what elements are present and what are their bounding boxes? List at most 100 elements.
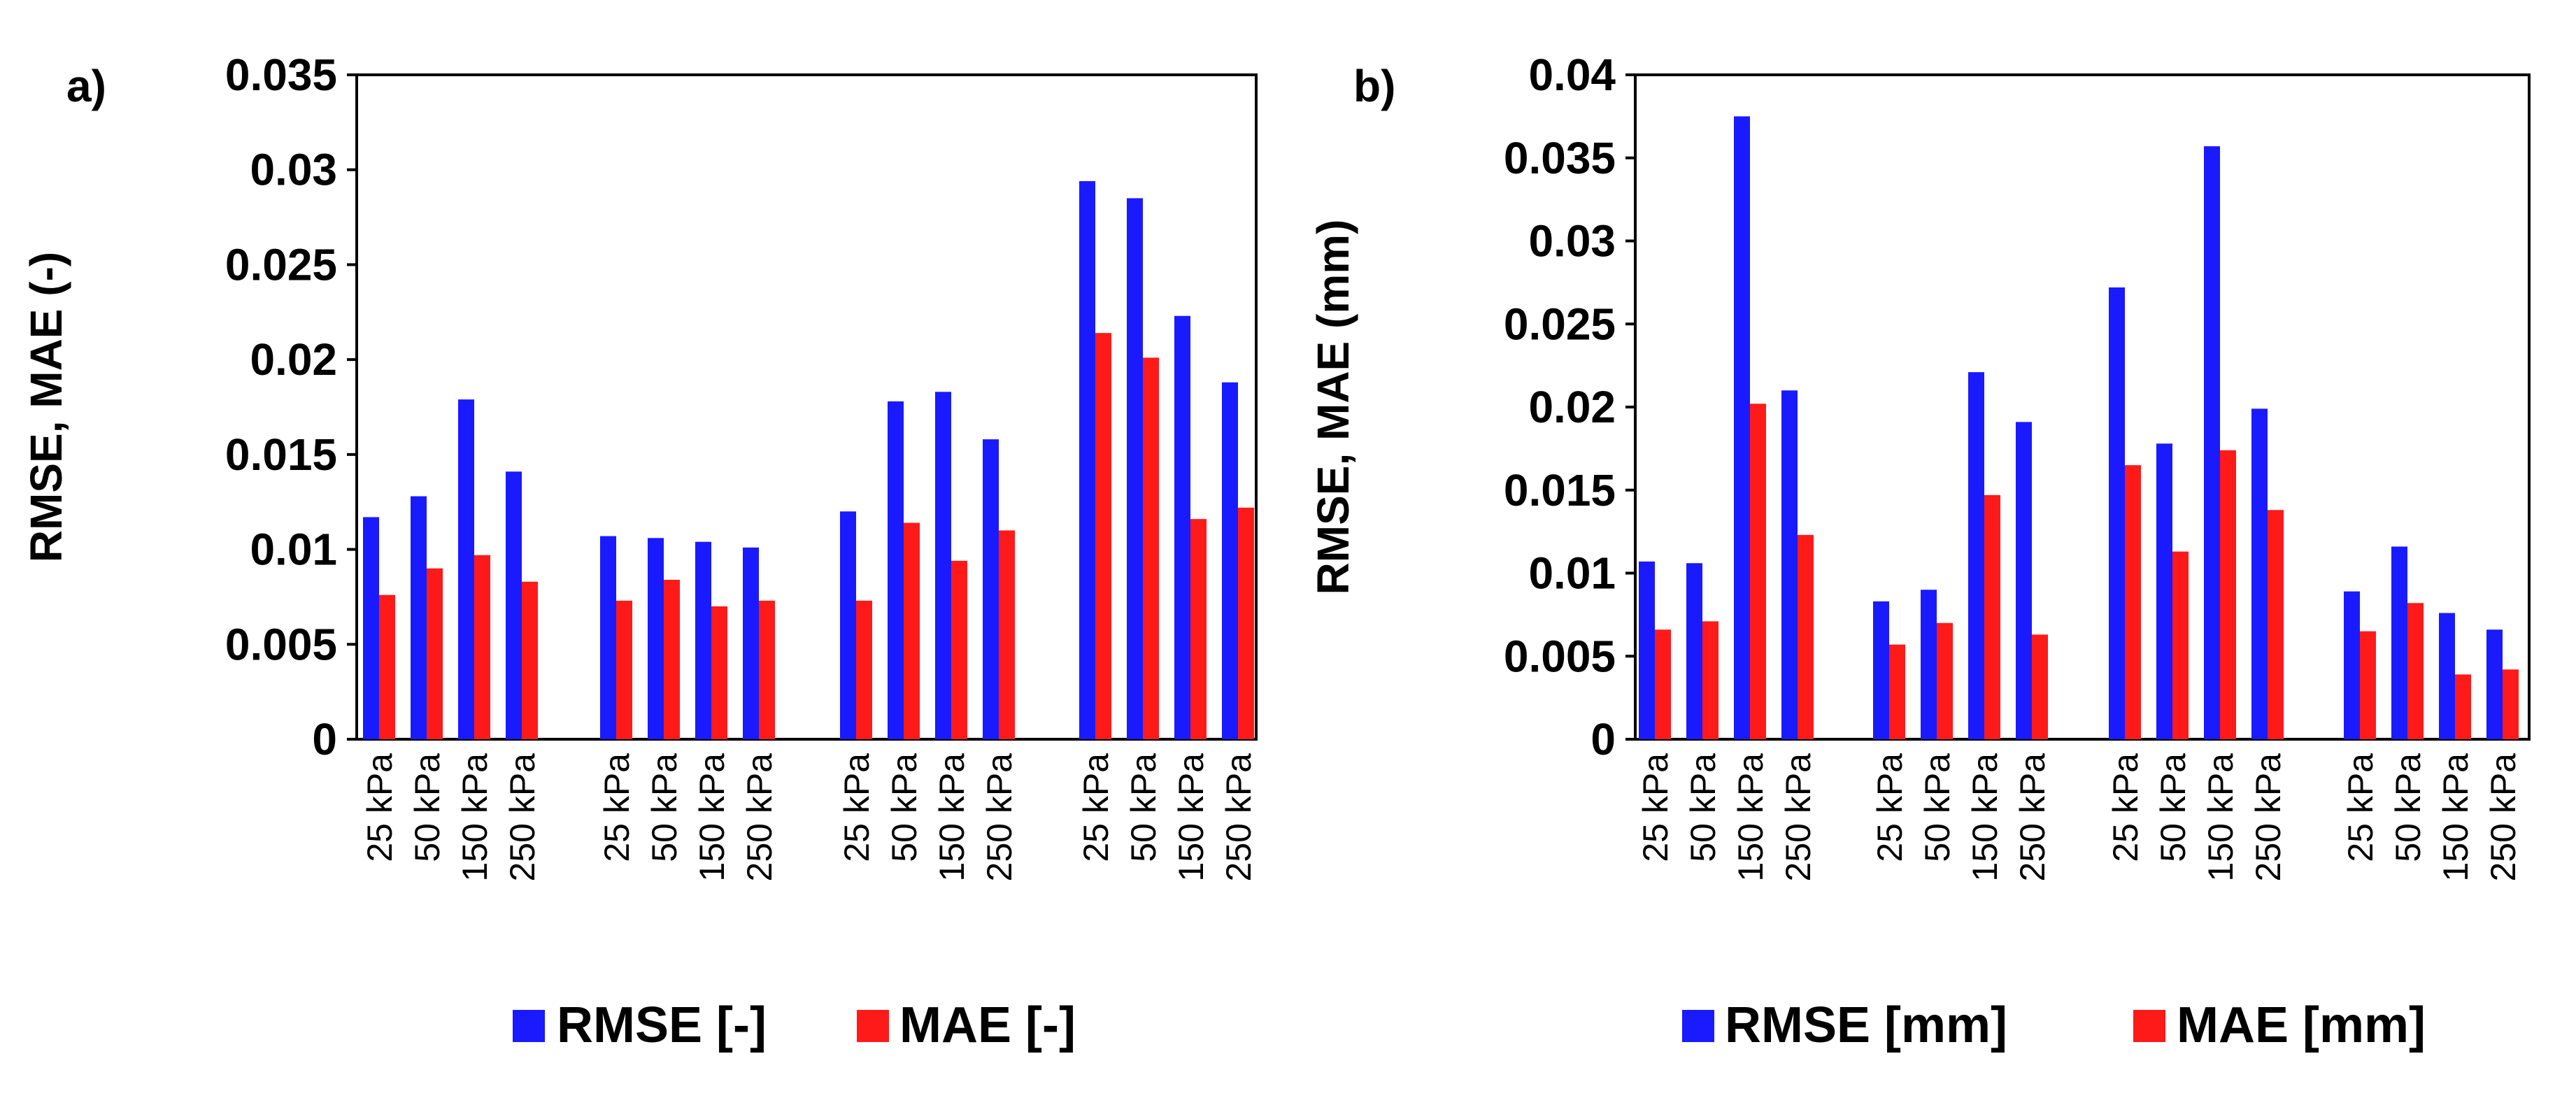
rmse-bar xyxy=(1222,382,1238,739)
rmse-bar xyxy=(2204,146,2220,739)
y-tick-label: 0.01 xyxy=(250,525,337,575)
x-category-label: 250 kPa xyxy=(980,753,1019,882)
mae-bar xyxy=(711,606,727,739)
mae-bar xyxy=(2268,510,2284,739)
mae-bar xyxy=(474,555,490,739)
mae-bar xyxy=(1655,629,1671,739)
rmse-bar xyxy=(2439,613,2455,739)
y-tick-label: 0.02 xyxy=(250,334,337,385)
rmse-bar xyxy=(2344,591,2360,739)
chart-panel-a: 0 0.005 0.01 0.015 0.02 0.025 0.03 0.035 RMSE, M… xyxy=(21,50,1258,1053)
x-category-label: 50 kPa xyxy=(408,753,447,862)
rmse-bar xyxy=(1174,315,1190,739)
mae-bar xyxy=(1984,494,2000,739)
mae-bar xyxy=(2220,450,2236,739)
y-tick-label: 0.01 xyxy=(1528,548,1616,599)
x-category-label: 250 kPa xyxy=(740,753,779,882)
rmse-bar xyxy=(1079,181,1095,739)
x-category-label: 50 kPa xyxy=(2389,753,2428,862)
x-category-label: 50 kPa xyxy=(2154,753,2193,862)
rmse-bar xyxy=(695,541,711,739)
mae-bar xyxy=(1143,357,1159,739)
y-tick-label: 0.025 xyxy=(1504,299,1616,349)
mae-bar xyxy=(999,530,1015,739)
x-category-label: 150 kPa xyxy=(2201,753,2240,882)
rmse-bar xyxy=(1781,390,1798,739)
legend-label-mae: MAE [mm] xyxy=(2177,997,2426,1053)
mae-bar xyxy=(2455,674,2471,739)
legend: RMSE [mm] MAE [mm] xyxy=(1682,997,2426,1053)
rmse-bar xyxy=(2016,422,2032,739)
y-tick-label: 0 xyxy=(1591,714,1616,764)
rmse-bar xyxy=(648,538,664,739)
y-tick-label: 0 xyxy=(312,714,337,764)
mae-bar xyxy=(1889,644,1905,739)
rmse-bar xyxy=(2156,443,2172,739)
mae-bar xyxy=(1937,622,1953,739)
mae-bar xyxy=(664,580,680,739)
y-tick-label: 0.035 xyxy=(225,50,337,100)
rmse-bar xyxy=(1873,601,1889,739)
x-category-label: 250 kPa xyxy=(1779,753,1818,882)
rmse-bar xyxy=(1968,372,1984,739)
x-category-label: 25 kPa xyxy=(2341,753,2380,862)
x-category-label: 150 kPa xyxy=(932,753,972,882)
x-category-label: 150 kPa xyxy=(692,753,732,882)
rmse-bar xyxy=(363,517,379,739)
y-tick-label: 0.005 xyxy=(1504,631,1616,681)
y-tick-label: 0.03 xyxy=(1528,216,1616,266)
rmse-bar xyxy=(506,471,522,739)
x-category-label: 50 kPa xyxy=(645,753,684,862)
rmse-bar xyxy=(458,399,474,739)
x-category-label: 50 kPa xyxy=(1684,753,1723,862)
mae-bar xyxy=(2407,603,2424,739)
rmse-bar xyxy=(1734,116,1750,739)
mae-bar xyxy=(856,600,872,739)
panel-label: b) xyxy=(1353,61,1395,111)
mae-bar xyxy=(379,594,395,739)
mae-bar xyxy=(2503,669,2519,739)
y-tick-label: 0.015 xyxy=(225,429,337,480)
rmse-bar xyxy=(2391,546,2407,739)
x-category-label: 50 kPa xyxy=(885,753,924,862)
x-category-label: 250 kPa xyxy=(2013,753,2052,882)
rmse-bar xyxy=(888,401,904,739)
plot-area-frame xyxy=(355,73,1258,741)
rmse-bar xyxy=(935,392,951,739)
x-category-label: 150 kPa xyxy=(1731,753,1770,882)
mae-bar xyxy=(1238,507,1254,739)
mae-bar xyxy=(1190,519,1207,739)
x-category-label: 25 kPa xyxy=(1076,753,1116,862)
x-category-label: 25 kPa xyxy=(837,753,876,862)
mae-bar xyxy=(759,600,775,739)
rmse-bar xyxy=(840,511,856,739)
mae-bar xyxy=(427,568,443,739)
legend-swatch-rmse xyxy=(1682,1010,1714,1042)
rmse-bar xyxy=(743,547,759,739)
mae-bar xyxy=(1095,333,1111,740)
legend-swatch-mae xyxy=(857,1010,889,1042)
chart-panel-b: 0 0.005 0.01 0.015 0.02 0.025 0.03 0.035 0.04 RMS… xyxy=(1308,50,2531,1053)
x-category-label: 150 kPa xyxy=(455,753,494,882)
y-tick-label: 0.04 xyxy=(1528,50,1616,100)
mae-bar xyxy=(616,600,632,739)
mae-bar xyxy=(2172,551,2189,739)
legend-label-rmse: RMSE [mm] xyxy=(1725,997,2007,1053)
rmse-bar xyxy=(1921,590,1937,739)
legend-label-rmse: RMSE [-] xyxy=(557,997,767,1053)
y-tick-label: 0.035 xyxy=(1504,133,1616,183)
x-category-label: 25 kPa xyxy=(1636,753,1675,862)
y-axis-title: RMSE, MAE (mm) xyxy=(1308,220,1358,595)
x-category-label: 250 kPa xyxy=(2249,753,2288,882)
y-axis-title: RMSE, MAE (-) xyxy=(21,252,71,562)
mae-bar xyxy=(1750,404,1766,739)
legend-swatch-rmse xyxy=(513,1010,545,1042)
legend-label-mae: MAE [-] xyxy=(899,997,1076,1053)
rmse-bar xyxy=(411,496,427,739)
x-category-label: 250 kPa xyxy=(1219,753,1258,882)
x-category-label: 150 kPa xyxy=(1172,753,1211,882)
mae-bar xyxy=(522,581,538,739)
x-category-label: 250 kPa xyxy=(2484,753,2523,882)
x-category-label: 50 kPa xyxy=(1124,753,1163,862)
